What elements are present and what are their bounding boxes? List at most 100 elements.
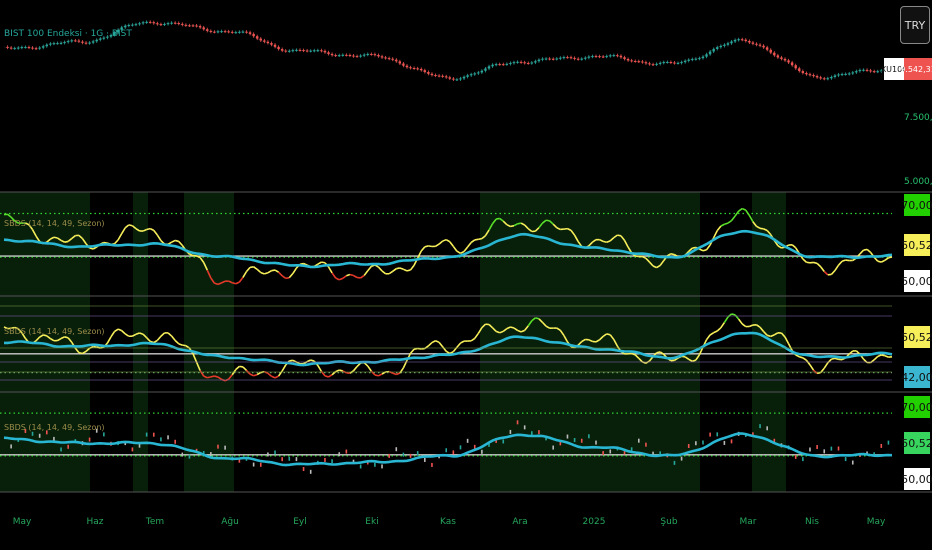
rsi-segment [235, 281, 240, 285]
candle-body [56, 43, 59, 45]
rsi-segment [239, 365, 244, 368]
candle-body [455, 79, 459, 81]
rsi-segment [146, 337, 151, 342]
rsi-segment [495, 330, 501, 334]
rsi-segment [888, 256, 893, 259]
candle-body [238, 31, 241, 33]
candle-body [723, 44, 726, 46]
rsi-segment [492, 327, 497, 332]
candle-body [851, 72, 854, 74]
rsi-segment [527, 320, 533, 327]
rsi-segment [834, 264, 840, 271]
rsi-segment [238, 276, 244, 283]
rsi-segment [759, 326, 765, 333]
rsi-segment [264, 272, 269, 275]
rsi-segment [520, 222, 526, 226]
candle-body [669, 62, 673, 64]
candle-body [280, 49, 284, 51]
rsi-segment [820, 266, 825, 272]
rsi-segment [659, 351, 665, 356]
time-axis: May Haz Tem Ağu Eyl Eki Kas Ara 2025 Şub Mar Nis May [13, 517, 886, 527]
rsi-segment [499, 330, 504, 334]
candle-body [9, 47, 13, 49]
rsi-segment [645, 257, 651, 263]
rsi-segment [823, 362, 829, 369]
rsi-segment [274, 375, 279, 379]
rsi-segment [409, 348, 415, 354]
rsi-segment [403, 268, 408, 272]
candle-body [719, 45, 723, 48]
rsi-segment [342, 275, 347, 279]
rsi-segment [67, 237, 73, 243]
rsi-bar [402, 452, 405, 457]
candle-body [209, 30, 213, 32]
rsi-segment [652, 265, 657, 269]
rsi-segment [545, 325, 551, 329]
candle-body [666, 62, 669, 64]
rsi-segment [338, 277, 344, 281]
candle-body [309, 50, 312, 52]
rsi-segment [805, 359, 811, 366]
rsi-segment [606, 333, 611, 336]
candle-body [812, 75, 815, 77]
candle-body [191, 25, 195, 27]
rsi-segment [674, 357, 679, 361]
candle-body [38, 47, 41, 49]
rsi-segment [14, 326, 19, 330]
rsi-bar [759, 424, 761, 429]
candle-body [181, 23, 184, 25]
rsi-segment [281, 275, 287, 280]
candle-body [544, 58, 548, 60]
rsi-segment [260, 271, 265, 275]
candle-body [59, 42, 63, 44]
rsi-segment [720, 223, 725, 227]
candle-body [576, 58, 580, 60]
rsi-segment [14, 220, 19, 224]
rsi-bar [38, 433, 41, 438]
candle-body [81, 41, 84, 43]
candle-body [295, 49, 298, 51]
candle-body [848, 73, 851, 75]
candle-body [409, 67, 412, 69]
rsi-segment [149, 340, 155, 344]
panel1-level-50: 50,00 [901, 270, 932, 292]
rsi-segment [602, 333, 608, 338]
rsi-segment [749, 324, 754, 328]
rsi-bar [580, 438, 583, 443]
rsi-segment [763, 228, 768, 232]
rsi-segment [435, 340, 440, 344]
rsi-bar [851, 460, 854, 465]
rsi-segment [720, 322, 726, 329]
season-band-3 [480, 192, 700, 492]
candle-body [630, 60, 633, 62]
rsi-segment [791, 244, 797, 249]
candle-body [341, 54, 344, 56]
rsi-segment [460, 340, 465, 344]
rsi-segment [766, 334, 771, 338]
rsi-bar [174, 439, 176, 444]
rsi-segment [517, 329, 522, 333]
rsi-segment [599, 335, 604, 341]
rsi-segment [491, 218, 497, 225]
rsi-segment [449, 241, 454, 247]
candle-body [651, 64, 655, 66]
rsi-segment [709, 331, 715, 336]
candle-body [658, 62, 662, 64]
panel2-level-5052: 50,52 [901, 326, 932, 348]
currency-button[interactable]: TRY [900, 6, 930, 44]
candle-body [494, 64, 498, 66]
rsi-bar [388, 453, 390, 458]
rsi-segment [395, 372, 401, 376]
candle-body [330, 53, 334, 56]
rsi-segment [420, 246, 426, 252]
rsi-segment [520, 329, 525, 333]
candle-body [49, 43, 52, 45]
candle-body [716, 47, 719, 50]
candle-body [445, 76, 448, 78]
rsi-segment [221, 280, 226, 284]
candle-body [801, 71, 805, 73]
candle-body [63, 42, 66, 44]
rsi-segment [795, 354, 800, 358]
rsi-bar [238, 458, 241, 463]
